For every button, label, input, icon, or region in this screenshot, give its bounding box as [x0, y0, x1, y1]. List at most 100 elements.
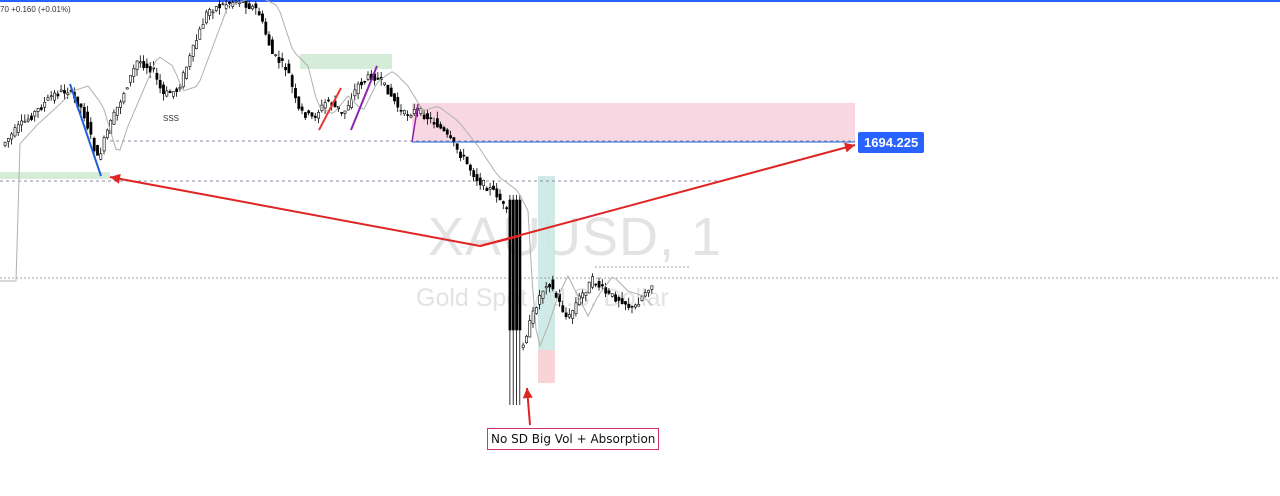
candle-body [214, 6, 218, 11]
annotation-callout[interactable]: No SD Big Vol + Absorption [487, 428, 660, 450]
candle-body [23, 120, 27, 123]
candle-body [63, 90, 66, 94]
candle-body [584, 292, 588, 296]
candle-body [96, 145, 99, 156]
sss-label: SSS [163, 114, 180, 123]
candle-body [261, 13, 264, 22]
candle-body [303, 112, 307, 118]
candle-body [317, 112, 321, 119]
demand-zone-top [300, 54, 392, 69]
candle-body [115, 106, 119, 116]
candle-body [244, 1, 248, 8]
candle-body [492, 185, 495, 190]
demand-zone-left [0, 172, 110, 179]
position-stop-zone [538, 350, 555, 383]
candle-body [307, 110, 311, 114]
candle-body [617, 297, 621, 301]
candle-body [640, 296, 644, 301]
candle-body [66, 92, 70, 95]
candle-body [475, 174, 479, 182]
candle-body [181, 72, 185, 88]
candle-body [270, 39, 274, 54]
candle-body [515, 199, 519, 331]
candle-body [221, 3, 225, 6]
candle-body [7, 138, 10, 142]
candle-body [205, 11, 208, 24]
candle-body [597, 281, 601, 288]
candle-body [26, 118, 30, 122]
candle-body [86, 111, 90, 129]
candle-body [406, 114, 410, 116]
candle-body [198, 28, 202, 40]
candle-body [132, 68, 136, 77]
candle-body [508, 199, 512, 331]
candle-body [10, 133, 14, 140]
candle-body [393, 93, 396, 102]
candle-body [148, 66, 152, 73]
candle-body [145, 63, 149, 69]
candle-body [56, 93, 60, 97]
candle-body [422, 114, 426, 119]
candle-body [165, 90, 169, 97]
candle-body [155, 72, 159, 80]
arrow-to-price-label [479, 144, 856, 247]
candle-body [46, 97, 50, 101]
candle-body [3, 142, 7, 146]
candle-body [112, 111, 116, 125]
candle-body [567, 313, 571, 318]
candle-body [505, 207, 509, 210]
candle-body [313, 115, 317, 118]
price-label-tag[interactable]: 1694.225 [858, 132, 925, 153]
candle-body [323, 102, 327, 109]
pattern-line-purple [350, 65, 378, 131]
candle-body [195, 40, 198, 49]
candle-body [264, 21, 268, 35]
candle-body [247, 3, 251, 9]
candle-body [228, 1, 231, 4]
candle-body [99, 153, 103, 160]
candle-body [534, 307, 538, 314]
candle-body [122, 93, 126, 103]
candle-body [162, 84, 165, 95]
candle-body [541, 290, 545, 299]
pattern-line-red [318, 87, 342, 131]
candle-body [561, 305, 565, 313]
top-accent-line [0, 0, 1280, 2]
candle-body [343, 110, 347, 114]
candle-body [518, 199, 522, 331]
candle-body [554, 292, 558, 298]
candle-body [53, 92, 57, 101]
candle-body [600, 284, 604, 287]
candle-body [33, 111, 37, 117]
candle-body [211, 11, 215, 14]
candle-body [432, 122, 436, 125]
candle-body [525, 335, 528, 344]
candle-body [158, 79, 162, 89]
candle-body [521, 344, 525, 348]
candle-body [412, 109, 416, 114]
candle-body [178, 87, 182, 90]
candle-body [49, 95, 53, 98]
candle-body [251, 5, 255, 10]
candle-body [234, 0, 238, 3]
candle-body [637, 304, 641, 307]
candle-body [208, 9, 212, 16]
candle-body [633, 304, 637, 308]
candle-body [175, 88, 179, 92]
candle-body [59, 89, 63, 92]
position-target-zone [538, 176, 555, 350]
candle-body [435, 118, 439, 128]
candle-body [254, 3, 258, 9]
candle-body [280, 58, 284, 61]
candle-body [290, 75, 294, 87]
arrow-to-left-level [109, 176, 481, 247]
candle-body [472, 170, 476, 178]
candle-body [455, 143, 459, 150]
candle-body [419, 108, 423, 114]
candle-body [20, 120, 24, 126]
candle-body [564, 312, 568, 317]
candle-body [30, 115, 33, 120]
candle-body [297, 96, 301, 109]
candle-body [402, 110, 406, 115]
